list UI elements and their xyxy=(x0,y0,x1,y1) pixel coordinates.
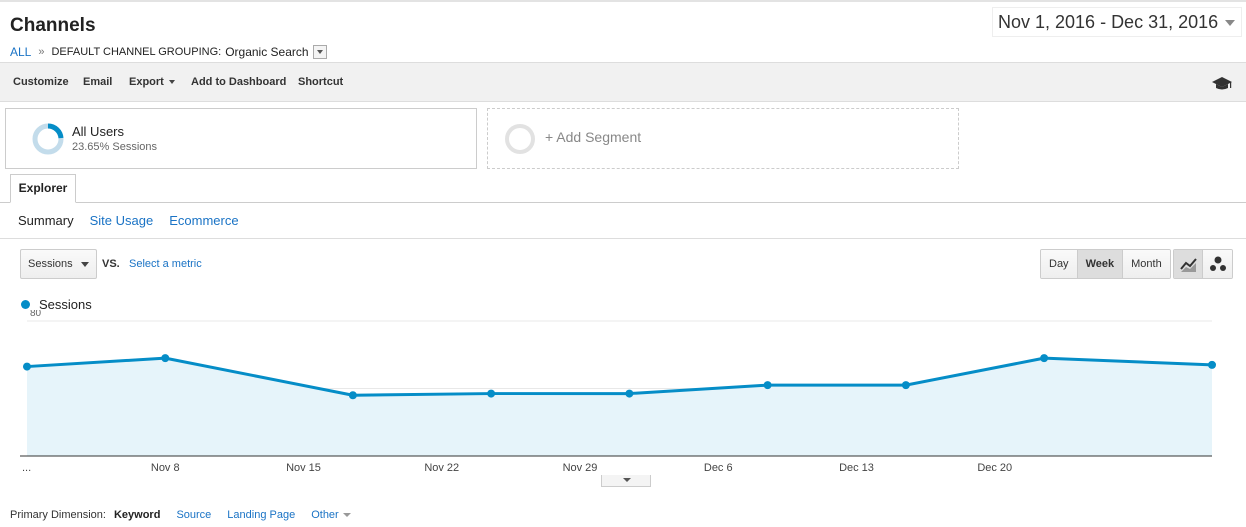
chevron-down-icon xyxy=(81,262,89,267)
subtab-ecommerce[interactable]: Ecommerce xyxy=(169,213,239,228)
x-tick-label: Dec 13 xyxy=(839,462,874,474)
export-label: Export xyxy=(129,76,164,88)
top-border xyxy=(0,0,1246,2)
x-tick-label: Dec 20 xyxy=(977,462,1012,474)
motion-chart-icon xyxy=(1210,256,1226,271)
sessions-data-point xyxy=(901,381,910,390)
export-button[interactable]: Export xyxy=(129,76,175,88)
breadcrumb: ALL » DEFAULT CHANNEL GROUPING: Organic … xyxy=(10,45,327,59)
tab-divider xyxy=(0,202,1246,203)
line-chart-icon xyxy=(1180,258,1197,272)
sessions-data-point xyxy=(23,362,31,371)
series-color-dot xyxy=(21,300,30,309)
customize-button[interactable]: Customize xyxy=(13,76,69,88)
sessions-data-point xyxy=(161,354,170,363)
breadcrumb-value: Organic Search xyxy=(225,45,309,59)
vs-label: VS. xyxy=(102,258,120,270)
chart-type-toggle xyxy=(1173,249,1233,279)
dimension-other-label: Other xyxy=(311,509,339,521)
chevron-down-icon xyxy=(1225,20,1235,26)
graduation-cap-icon[interactable] xyxy=(1212,75,1232,91)
breadcrumb-all-link[interactable]: ALL xyxy=(10,45,32,59)
chart-legend: Sessions xyxy=(21,297,92,312)
breadcrumb-grouping: DEFAULT CHANNEL GROUPING: xyxy=(51,46,222,58)
section-divider xyxy=(0,238,1246,239)
email-button[interactable]: Email xyxy=(83,76,113,88)
add-to-dashboard-button[interactable]: Add to Dashboard xyxy=(191,76,287,88)
tab-explorer[interactable]: Explorer xyxy=(10,174,76,203)
primary-dimension-bar: Primary Dimension: Keyword Source Landin… xyxy=(10,509,367,521)
sessions-area xyxy=(27,358,1212,456)
shortcut-button[interactable]: Shortcut xyxy=(298,76,344,88)
select-metric-link[interactable]: Select a metric xyxy=(129,258,202,270)
period-day-button[interactable]: Day xyxy=(1041,250,1078,278)
dimension-keyword[interactable]: Keyword xyxy=(113,509,161,521)
report-toolbar: Customize Email Export Add to Dashboard … xyxy=(0,62,1246,102)
dimension-source-link[interactable]: Source xyxy=(176,509,212,521)
segment-detail: 23.65% Sessions xyxy=(72,141,157,153)
x-tick-label: Nov 15 xyxy=(286,462,321,474)
date-range-picker[interactable]: Nov 1, 2016 - Dec 31, 2016 xyxy=(992,7,1242,37)
chevron-down-icon xyxy=(168,80,175,85)
primary-dimension-label: Primary Dimension: xyxy=(10,509,106,521)
period-month-button[interactable]: Month xyxy=(1123,250,1170,278)
x-tick-label: Nov 22 xyxy=(424,462,459,474)
sessions-data-point xyxy=(763,381,772,390)
subtab-summary[interactable]: Summary xyxy=(18,213,74,228)
sessions-data-point xyxy=(625,389,634,398)
chart-collapse-toggle[interactable] xyxy=(601,475,651,487)
chevron-down-icon xyxy=(342,513,351,518)
date-range-label: Nov 1, 2016 - Dec 31, 2016 xyxy=(998,11,1219,32)
explorer-subtabs: Summary Site Usage Ecommerce xyxy=(18,213,239,228)
page-title: Channels xyxy=(10,15,96,36)
add-segment-button[interactable]: + Add Segment xyxy=(487,108,959,169)
add-segment-label: + Add Segment xyxy=(545,129,642,145)
metric-select[interactable]: Sessions xyxy=(20,249,97,279)
subtab-site-usage[interactable]: Site Usage xyxy=(89,213,154,228)
sessions-data-point xyxy=(1208,360,1216,369)
motion-chart-button[interactable] xyxy=(1203,250,1232,278)
period-week-button[interactable]: Week xyxy=(1077,250,1124,278)
x-tick-label: Nov 29 xyxy=(563,462,598,474)
period-toggle: Day Week Month xyxy=(1040,249,1171,279)
breadcrumb-separator: » xyxy=(38,46,45,58)
segment-all-users[interactable]: All Users 23.65% Sessions xyxy=(5,108,477,169)
dimension-other-dropdown[interactable]: Other xyxy=(311,509,351,521)
segment-name: All Users xyxy=(72,124,125,139)
sessions-data-point xyxy=(487,389,496,398)
x-tick-label: ... xyxy=(22,462,31,474)
segment-ring-icon xyxy=(32,123,64,155)
metric-select-value: Sessions xyxy=(28,258,73,270)
sessions-data-point xyxy=(1040,354,1049,363)
sessions-data-point xyxy=(348,391,357,400)
line-chart-button[interactable] xyxy=(1174,250,1203,278)
legend-sessions-label: Sessions xyxy=(39,297,92,312)
x-tick-label: Nov 8 xyxy=(151,462,180,474)
x-tick-label: Dec 6 xyxy=(704,462,733,474)
dimension-landing-page-link[interactable]: Landing Page xyxy=(227,509,296,521)
breadcrumb-dropdown-button[interactable] xyxy=(312,45,327,59)
y-tick-label: 80 xyxy=(30,310,42,319)
empty-segment-ring-icon xyxy=(505,124,535,154)
